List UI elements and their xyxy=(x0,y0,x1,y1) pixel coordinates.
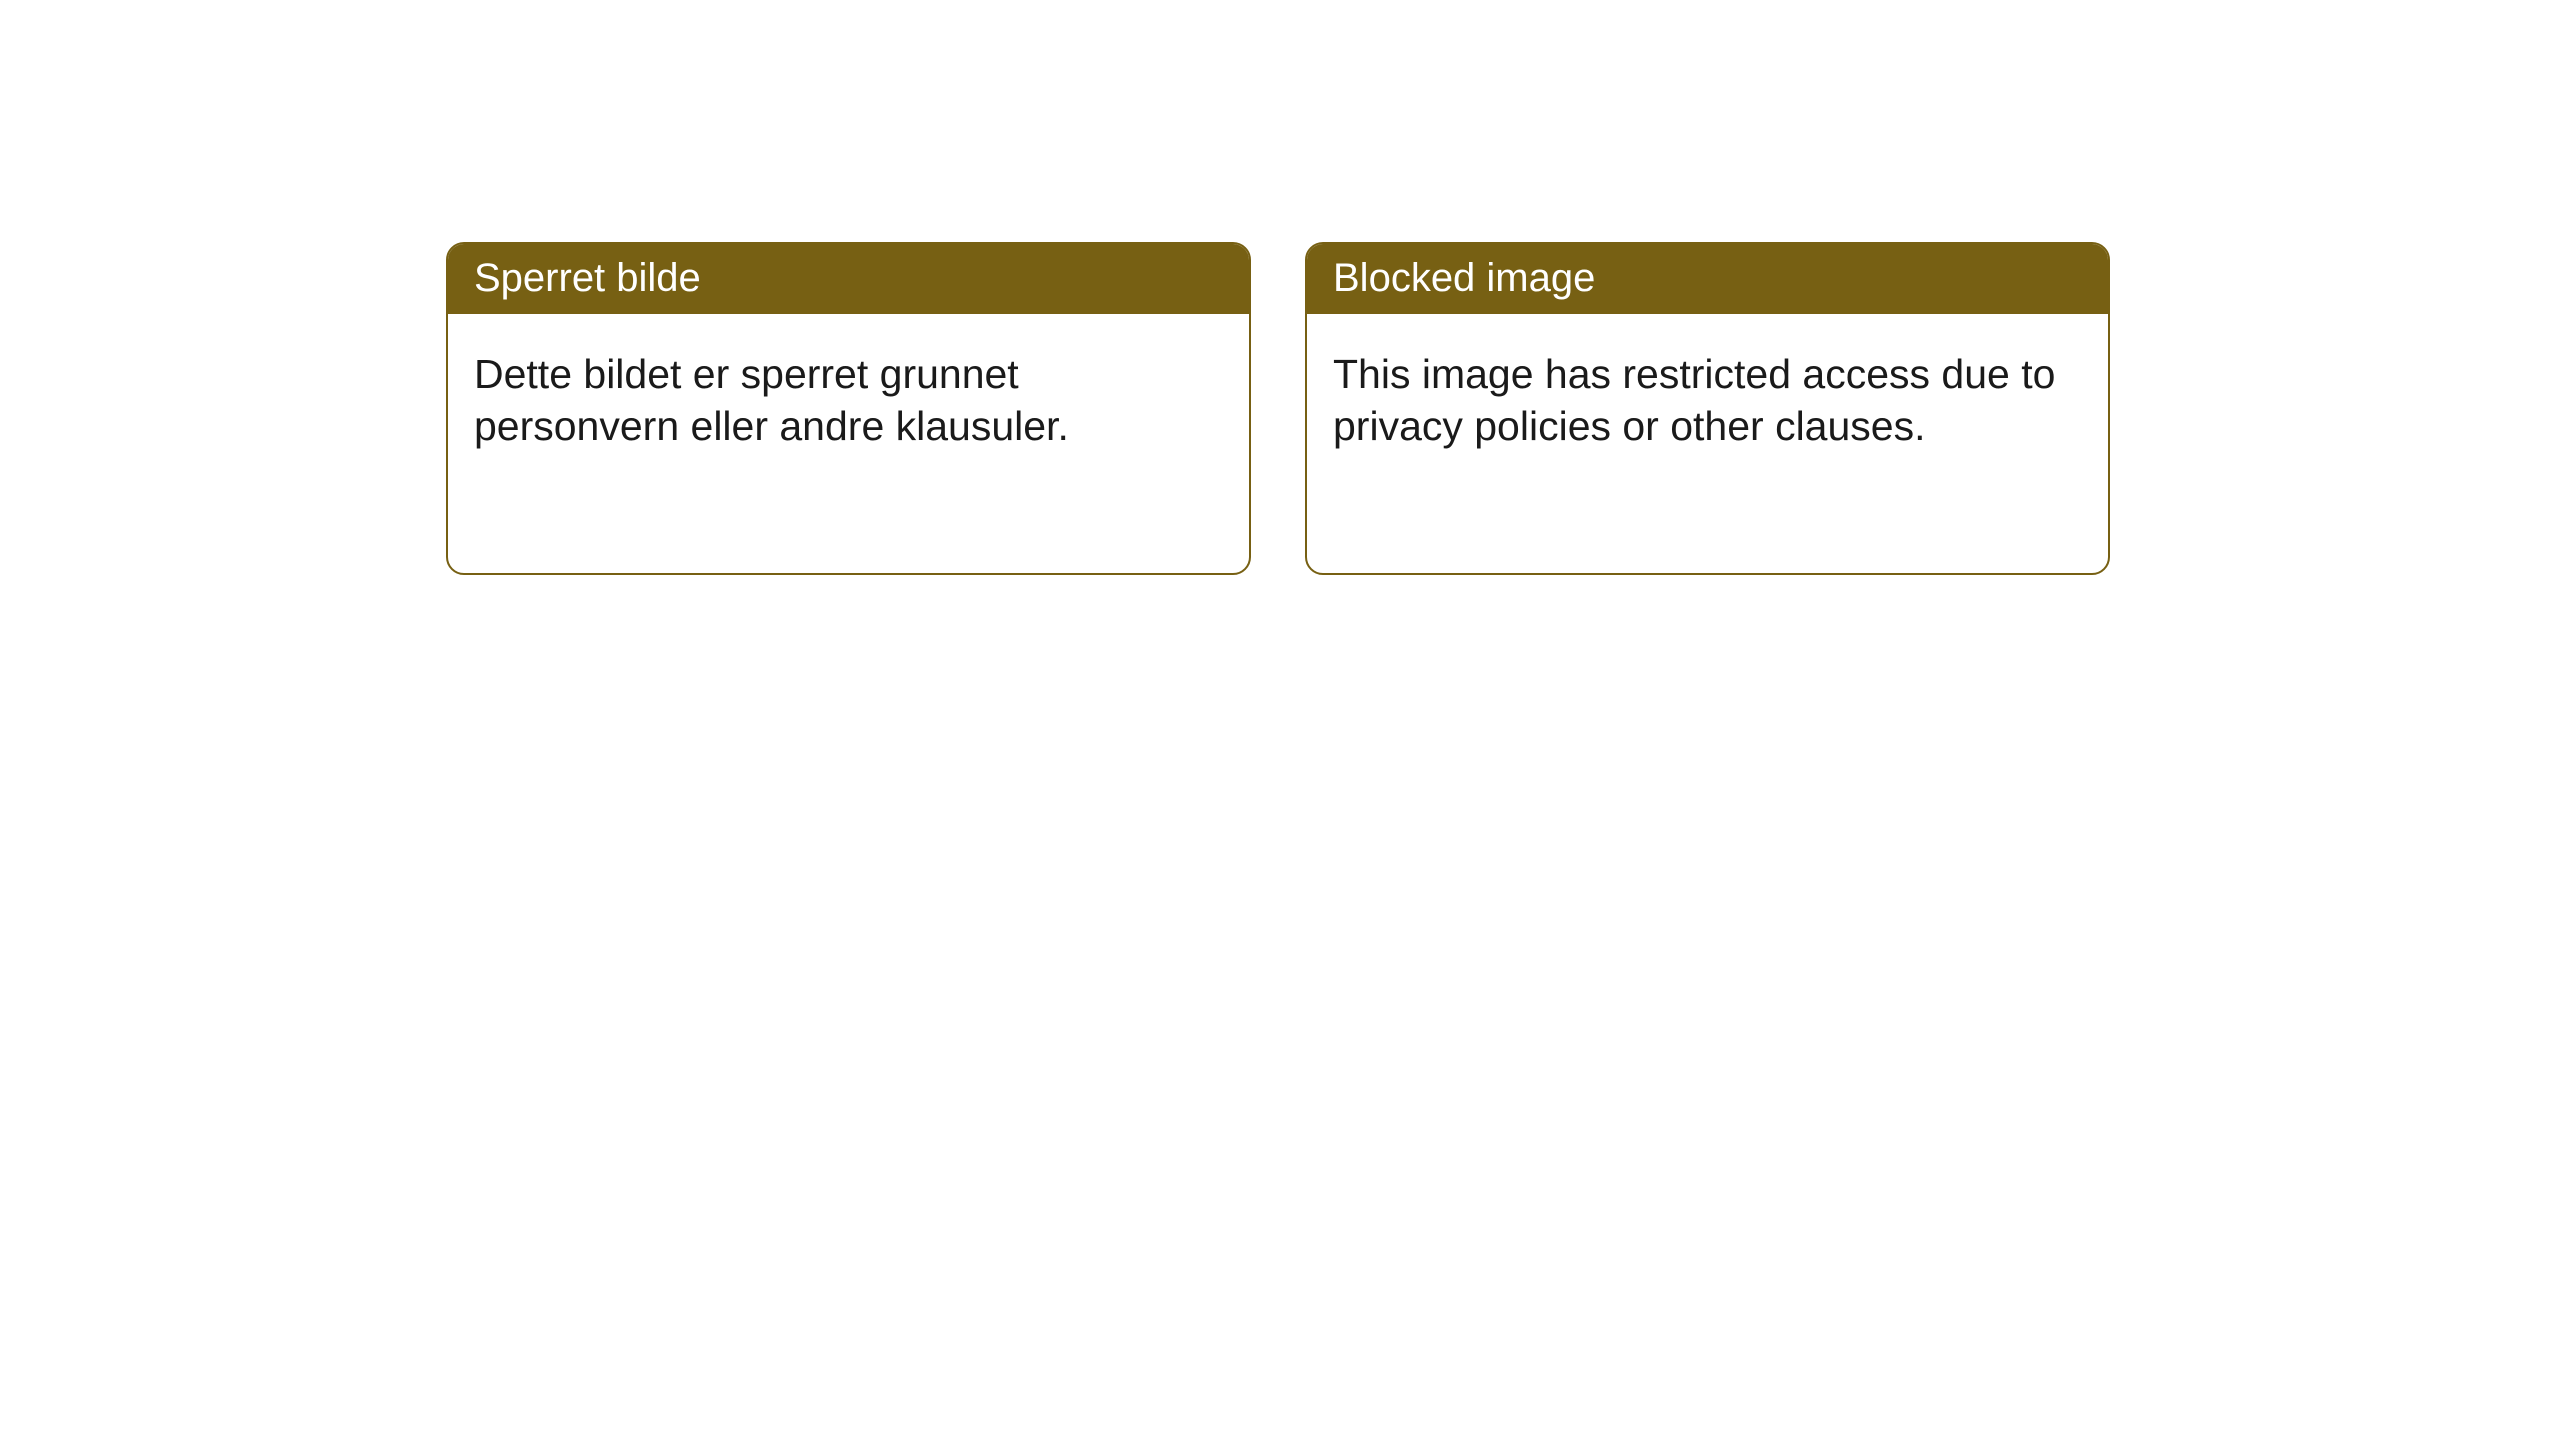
notice-title: Blocked image xyxy=(1333,256,1595,300)
notice-card-header: Sperret bilde xyxy=(448,244,1249,314)
notice-card-body: This image has restricted access due to … xyxy=(1307,314,2108,479)
notice-body-text: Dette bildet er sperret grunnet personve… xyxy=(474,351,1069,449)
notice-title: Sperret bilde xyxy=(474,256,701,300)
notice-body-text: This image has restricted access due to … xyxy=(1333,351,2055,449)
notice-card-english: Blocked image This image has restricted … xyxy=(1305,242,2110,575)
notice-card-norwegian: Sperret bilde Dette bildet er sperret gr… xyxy=(446,242,1251,575)
notice-container: Sperret bilde Dette bildet er sperret gr… xyxy=(0,0,2560,575)
notice-card-body: Dette bildet er sperret grunnet personve… xyxy=(448,314,1249,479)
notice-card-header: Blocked image xyxy=(1307,244,2108,314)
